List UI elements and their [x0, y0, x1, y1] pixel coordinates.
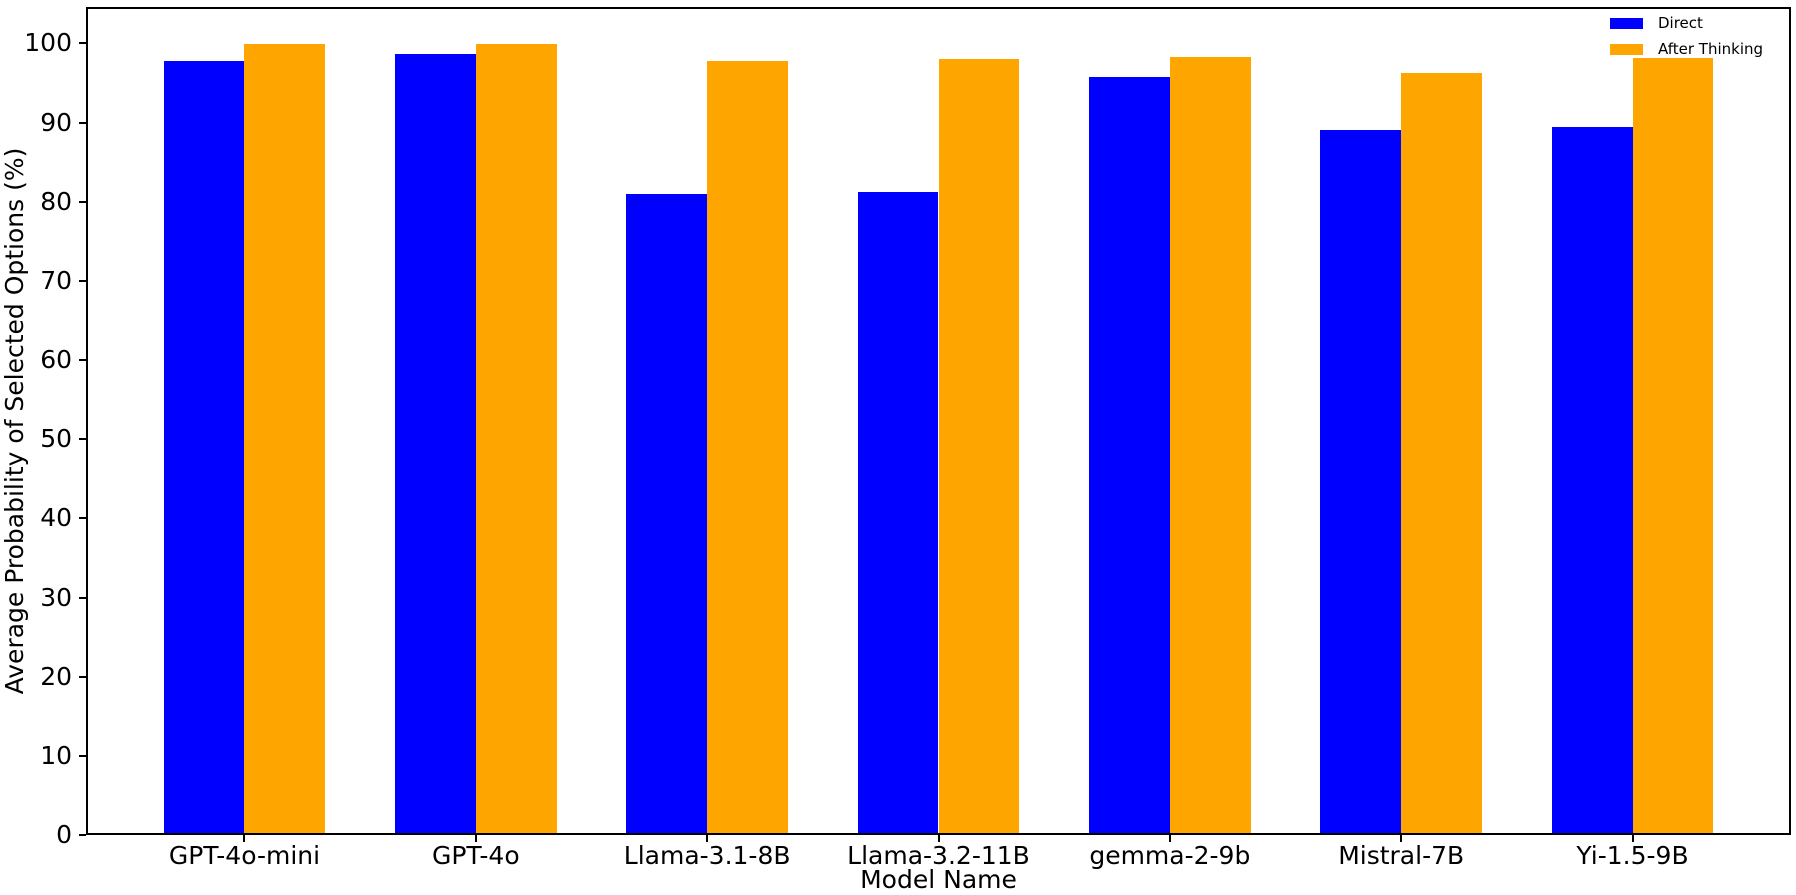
x-tick-label-gpt-4o: GPT-4o: [431, 841, 520, 870]
x-tick-label-llama-3-2-11b: Llama-3.2-11B: [847, 841, 1030, 870]
bar-direct-llama-3-1-8b: [626, 193, 708, 833]
y-tick-mark: [79, 596, 86, 599]
y-tick-mark: [79, 754, 86, 757]
y-tick-mark: [79, 834, 86, 836]
legend-label-direct: Direct: [1658, 14, 1703, 32]
y-tick-mark: [79, 200, 86, 203]
x-tick-label-yi-1-5-9b: Yi-1.5-9B: [1576, 841, 1689, 870]
y-axis-label: Average Probability of Selected Options …: [0, 147, 29, 695]
bar-after-thinking-llama-3-1-8b: [707, 60, 789, 833]
y-tick-label: 50: [40, 424, 72, 454]
bar-direct-gpt-4o-mini: [163, 60, 245, 833]
bar-direct-gemma-2-9b: [1088, 76, 1170, 833]
x-tick-mark: [937, 835, 940, 842]
y-tick-mark: [79, 121, 86, 124]
x-tick-mark: [1168, 835, 1171, 842]
y-tick-mark: [79, 675, 86, 678]
bar-direct-gpt-4o: [394, 53, 476, 833]
y-tick-mark: [79, 359, 86, 362]
x-tick-label-llama-3-1-8b: Llama-3.1-8B: [623, 841, 791, 870]
bar-direct-yi-1-5-9b: [1551, 126, 1633, 833]
y-tick-label: 80: [40, 186, 72, 216]
x-tick-label-gpt-4o-mini: GPT-4o-mini: [168, 841, 321, 870]
x-tick-label-mistral-7b: Mistral-7B: [1338, 841, 1465, 870]
bar-after-thinking-yi-1-5-9b: [1632, 57, 1714, 833]
y-tick-label: 100: [24, 28, 72, 58]
bar-after-thinking-gpt-4o: [475, 44, 557, 833]
bar-after-thinking-gemma-2-9b: [1169, 56, 1251, 833]
bar-after-thinking-mistral-7b: [1401, 72, 1483, 833]
legend-swatch-after-thinking: [1610, 44, 1643, 55]
legend-swatch-direct: [1610, 18, 1643, 29]
bar-after-thinking-gpt-4o-mini: [244, 44, 326, 833]
y-tick-label: 70: [40, 265, 72, 295]
y-tick-label: 60: [40, 345, 72, 375]
y-tick-mark: [79, 517, 86, 520]
legend-item-after-thinking: After Thinking: [1610, 39, 1763, 60]
x-tick-label-gemma-2-9b: gemma-2-9b: [1089, 841, 1251, 870]
x-tick-mark: [706, 835, 709, 842]
bar-direct-mistral-7b: [1320, 130, 1402, 833]
x-tick-mark: [1400, 835, 1403, 842]
legend: Direct After Thinking: [1610, 13, 1763, 60]
legend-label-after-thinking: After Thinking: [1658, 40, 1764, 58]
y-tick-mark: [79, 42, 86, 45]
x-axis-label: Model Name: [860, 865, 1017, 894]
y-tick-label: 20: [40, 661, 72, 691]
y-tick-label: 30: [40, 582, 72, 612]
y-tick-label: 10: [40, 740, 72, 770]
x-tick-mark: [1631, 835, 1634, 842]
x-tick-mark: [474, 835, 477, 842]
y-tick-label: 90: [40, 107, 72, 137]
bar-after-thinking-llama-3-2-11b: [938, 59, 1020, 833]
legend-item-direct: Direct: [1610, 13, 1763, 34]
x-tick-mark: [243, 835, 246, 842]
bar-direct-llama-3-2-11b: [857, 192, 939, 833]
y-tick-label: 40: [40, 503, 72, 533]
y-tick-mark: [79, 279, 86, 282]
y-tick-label: 0: [56, 820, 72, 849]
y-tick-mark: [79, 438, 86, 441]
